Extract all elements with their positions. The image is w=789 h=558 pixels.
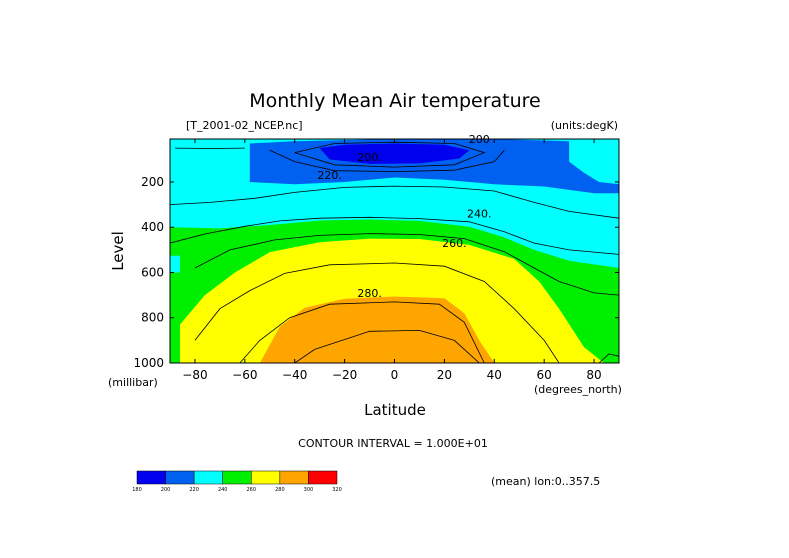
y-axis-label: Level <box>109 231 127 271</box>
contour-line-8 <box>294 329 480 363</box>
y-tick-label: 200 <box>141 175 164 189</box>
colorbar-swatch-180 <box>136 470 166 485</box>
x-tick-label: 40 <box>487 368 502 382</box>
x-tick-label: −20 <box>332 368 357 382</box>
x-tick-label: −80 <box>182 368 207 382</box>
contour-fill-regions <box>170 139 619 363</box>
colorbar-swatch-200 <box>165 470 195 485</box>
contour-label-2: 220. <box>317 169 342 182</box>
colorbar-label: 320 <box>332 487 342 493</box>
contour-line-5 <box>194 233 619 296</box>
colorbar-label: 240 <box>218 487 228 493</box>
x-tick-label: −60 <box>232 368 257 382</box>
colorbar-swatch-240 <box>222 470 252 485</box>
contour-label-5: 280. <box>357 287 382 300</box>
contour-lines <box>170 141 619 363</box>
contour-line-2 <box>294 141 486 168</box>
contour-line-6 <box>194 262 560 363</box>
y-tick-label: 600 <box>141 265 164 279</box>
colorbar-label: 280 <box>275 487 285 493</box>
y-tick-label: 1000 <box>133 356 164 370</box>
colorbar-label: 200 <box>161 487 171 493</box>
colorbar-swatch-220 <box>193 470 223 485</box>
contour-line-7 <box>239 301 485 363</box>
x-tick-label: 80 <box>586 368 601 382</box>
file-label: [T_2001-02_NCEP.nc] <box>186 119 303 132</box>
x-tick-label: 0 <box>391 368 399 382</box>
colorbar: 180 200 220 240 260 280 300 320 <box>132 470 342 493</box>
colorbar-label: 220 <box>189 487 199 493</box>
contour-line-9 <box>598 353 619 363</box>
contour-interval-text: CONTOUR INTERVAL = 1.000E+01 <box>298 437 488 450</box>
contour-label-3: 240. <box>467 208 492 221</box>
x-tick-label: 20 <box>437 368 452 382</box>
contour-label-1: 200. <box>357 151 382 164</box>
colorbar-label: 260 <box>247 487 257 493</box>
colorbar-swatch-280 <box>279 470 309 485</box>
units-label: (units:degK) <box>551 119 618 132</box>
y-tick-label: 400 <box>141 220 164 234</box>
y-tick-label: 800 <box>141 311 164 325</box>
colorbar-label: 180 <box>132 487 142 493</box>
chart-title: Monthly Mean Air temperature <box>249 90 540 112</box>
y-unit-label: (millibar) <box>108 376 158 389</box>
contour-region-180-200 <box>319 143 470 164</box>
x-tick-label: −40 <box>282 368 307 382</box>
contour-region-280-300 <box>259 296 495 363</box>
x-axis-ticks: −80 −60 −40 −20 0 20 40 60 80 <box>182 139 602 382</box>
x-unit-label: (degrees_north) <box>534 383 622 396</box>
contour-label-4: 260. <box>442 237 467 250</box>
y-axis-ticks: 200 400 600 800 1000 <box>133 175 619 370</box>
x-tick-label: 60 <box>537 368 552 382</box>
contour-line-4 <box>170 216 619 255</box>
colorbar-swatch-300 <box>308 470 338 485</box>
contour-line-3 <box>170 185 619 219</box>
colorbar-label: 300 <box>304 487 314 493</box>
mean-note: (mean) lon:0..357.5 <box>491 475 600 488</box>
contour-line-1 <box>269 149 505 173</box>
colorbar-swatch-260 <box>251 470 281 485</box>
x-axis-label: Latitude <box>364 401 426 419</box>
